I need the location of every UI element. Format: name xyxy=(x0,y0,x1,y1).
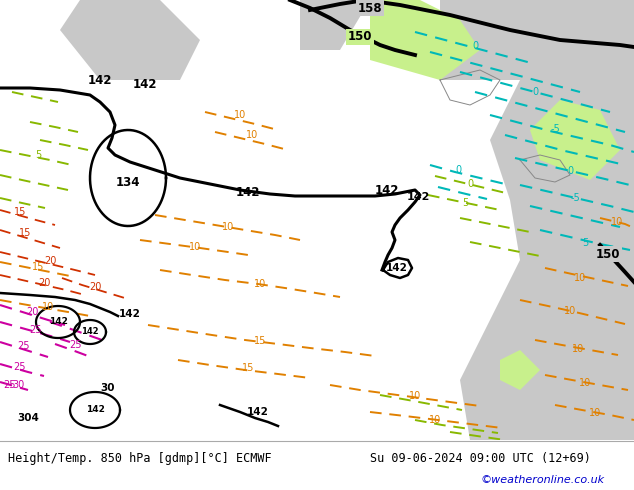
Text: 10: 10 xyxy=(222,222,234,232)
Text: 25: 25 xyxy=(14,362,26,372)
Polygon shape xyxy=(300,0,370,50)
Text: 142: 142 xyxy=(133,77,157,91)
Text: 25: 25 xyxy=(30,325,42,335)
Text: 0: 0 xyxy=(472,41,478,51)
Text: 0: 0 xyxy=(455,165,461,175)
Text: 5: 5 xyxy=(582,238,588,248)
Text: 20: 20 xyxy=(26,307,38,317)
Text: 10: 10 xyxy=(429,415,441,425)
Text: Height/Temp. 850 hPa [gdmp][°C] ECMWF: Height/Temp. 850 hPa [gdmp][°C] ECMWF xyxy=(8,451,271,465)
Text: 15: 15 xyxy=(254,336,266,346)
Text: 142: 142 xyxy=(119,309,141,319)
Text: 20: 20 xyxy=(44,256,56,266)
Text: 20: 20 xyxy=(38,278,50,288)
Text: 142: 142 xyxy=(386,263,408,273)
Text: 158: 158 xyxy=(358,1,382,15)
Text: 10: 10 xyxy=(189,242,201,252)
Text: 10: 10 xyxy=(409,391,421,401)
Text: 10: 10 xyxy=(246,130,258,140)
Text: -5: -5 xyxy=(550,124,560,134)
Text: 10: 10 xyxy=(42,302,54,312)
Text: 0: 0 xyxy=(567,166,573,176)
Text: 304: 304 xyxy=(17,413,39,423)
Text: 134: 134 xyxy=(116,176,140,190)
Text: 10: 10 xyxy=(574,273,586,283)
Text: 142: 142 xyxy=(81,327,99,337)
Text: 150: 150 xyxy=(596,247,620,261)
Text: 142: 142 xyxy=(375,185,399,197)
Text: 25: 25 xyxy=(18,341,30,351)
Text: 0: 0 xyxy=(532,87,538,97)
Text: 25: 25 xyxy=(4,380,16,390)
Text: 10: 10 xyxy=(579,378,591,388)
Polygon shape xyxy=(60,0,200,80)
Text: 25: 25 xyxy=(68,340,81,350)
Text: 30: 30 xyxy=(12,380,24,390)
Text: 20: 20 xyxy=(89,282,101,292)
Text: 15: 15 xyxy=(19,228,31,238)
Text: ©weatheronline.co.uk: ©weatheronline.co.uk xyxy=(480,475,604,485)
Polygon shape xyxy=(500,350,540,390)
Text: 142: 142 xyxy=(86,406,105,415)
Text: 10: 10 xyxy=(254,279,266,289)
Text: 10: 10 xyxy=(572,344,584,354)
Text: 5: 5 xyxy=(462,198,468,208)
Text: 142: 142 xyxy=(87,74,112,87)
Text: 150: 150 xyxy=(348,30,372,44)
Text: -5: -5 xyxy=(570,193,580,203)
Text: 15: 15 xyxy=(32,262,44,272)
Text: 30: 30 xyxy=(101,383,115,393)
Text: 142: 142 xyxy=(247,407,269,417)
Text: 142: 142 xyxy=(49,318,67,326)
Text: 142: 142 xyxy=(406,192,430,202)
Text: 142: 142 xyxy=(236,187,260,199)
Polygon shape xyxy=(530,100,620,180)
Text: 15: 15 xyxy=(14,207,26,217)
Text: 5: 5 xyxy=(35,150,41,160)
Polygon shape xyxy=(370,0,480,80)
Text: Su 09-06-2024 09:00 UTC (12+69): Su 09-06-2024 09:00 UTC (12+69) xyxy=(370,451,591,465)
Text: 10: 10 xyxy=(564,306,576,316)
Text: 0: 0 xyxy=(467,179,473,189)
Text: 10: 10 xyxy=(234,110,246,120)
Text: 10: 10 xyxy=(589,408,601,418)
Text: 15: 15 xyxy=(242,363,254,373)
Polygon shape xyxy=(490,80,634,260)
Polygon shape xyxy=(440,0,634,80)
Text: 10: 10 xyxy=(611,217,623,227)
Polygon shape xyxy=(460,260,634,440)
